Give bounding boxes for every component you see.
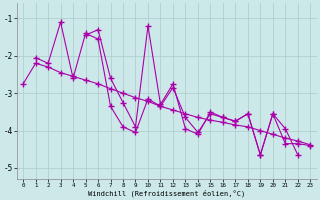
X-axis label: Windchill (Refroidissement éolien,°C): Windchill (Refroidissement éolien,°C) bbox=[88, 189, 245, 197]
